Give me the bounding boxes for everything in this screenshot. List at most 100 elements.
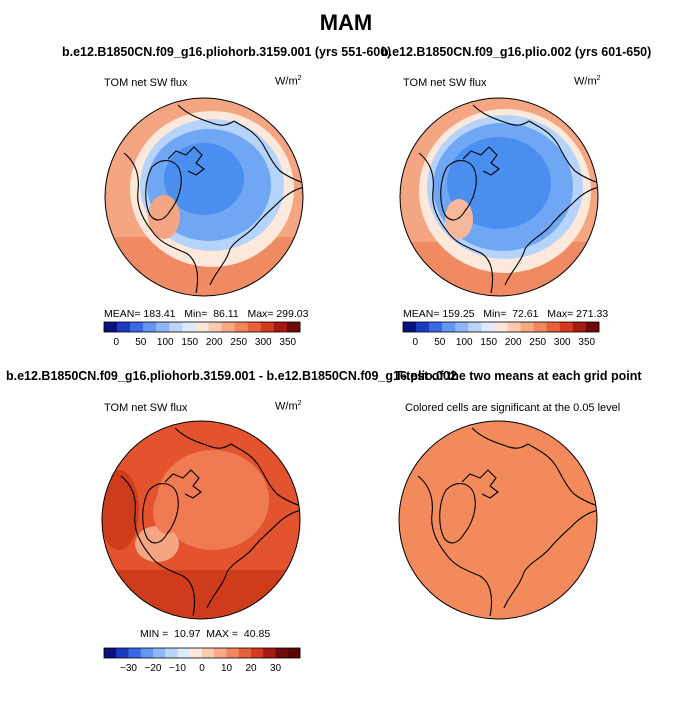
colorbar-frame [402, 321, 600, 333]
map1-coast-europe [209, 186, 303, 286]
panel2-map [399, 97, 599, 297]
map3-coast-asia [230, 443, 300, 507]
map1-warm-patch-east [148, 195, 180, 239]
colorbar-swatch [403, 322, 417, 332]
map1-ice-core [164, 143, 244, 215]
colorbar-frame [103, 321, 301, 333]
colorbar-swatch [234, 322, 249, 332]
colorbar-tick-label: −30 [120, 663, 137, 674]
colorbar-swatch [153, 648, 166, 658]
map4-coast-europe [503, 509, 597, 609]
colorbar-swatch [494, 322, 508, 332]
colorbar-swatch [263, 648, 276, 658]
colorbar-swatch [442, 322, 456, 332]
figure-title: MAM [319, 10, 373, 35]
colorbar-tick-label: −20 [145, 663, 162, 674]
map4-coast-alaska [471, 427, 529, 449]
colorbar-swatch [429, 322, 443, 332]
colorbar-swatch [140, 648, 154, 658]
colorbar-tick-label: −10 [169, 663, 186, 674]
colorbar-tick-label: 0 [113, 337, 119, 348]
map3-dark-south [102, 570, 300, 619]
map1-coast-archipelago [167, 146, 205, 176]
panel1-stats: MEAN= 183.41 Min= 86.11 Max= 299.03 [104, 308, 309, 320]
colorbar-swatch [275, 648, 289, 658]
map1-coast-greenland [145, 160, 182, 221]
colorbar-swatch [130, 322, 144, 332]
panel1-units: W/m2 [275, 75, 302, 88]
panel1-title: b.e12.B1850CN.f09_g16.pliohorb.3159.001 … [62, 45, 392, 59]
map2-coast-greenland [440, 160, 477, 221]
map2-coast-alaska [472, 104, 530, 126]
panel1-colorbar: 0 50 100 150 200 250 300 350 [103, 321, 301, 348]
colorbar-tick-label: 0 [199, 663, 205, 674]
panel2-units: W/m2 [574, 75, 601, 88]
map4-boundary [398, 420, 598, 620]
colorbar-swatch [260, 322, 275, 332]
colorbar-tick-label: 100 [456, 337, 473, 348]
colorbar-swatch [520, 322, 534, 332]
map3-dark-west [102, 470, 139, 550]
panel1-variable-label: TOM net SW flux [104, 77, 188, 89]
colorbar-tick-label: 0 [412, 337, 418, 348]
colorbar-swatch [533, 322, 548, 332]
colorbar-swatch [481, 322, 495, 332]
map3-coast-alaska [174, 427, 232, 449]
colorbar-swatch [221, 322, 235, 332]
map1-coast-canada [123, 152, 199, 294]
map2-ice-core [447, 137, 551, 229]
colorbar-swatch [559, 322, 574, 332]
map1-coast-alaska [177, 104, 235, 126]
panel2-variable-label: TOM net SW flux [403, 77, 487, 89]
panel2-colorbar: 0 50 100 150 200 250 300 350 [402, 321, 600, 348]
colorbar-swatch [104, 648, 117, 658]
panel1-map [104, 97, 304, 297]
colorbar-swatch [287, 648, 301, 658]
colorbar-tick-label: 250 [230, 337, 247, 348]
colorbar-swatch [247, 322, 262, 332]
colorbar-frame [103, 647, 301, 659]
map3-boundary [101, 420, 301, 620]
map1-boundary [104, 97, 304, 297]
map3-coast-canada [120, 475, 196, 617]
panel3-colorbar: −30 −20 −10 0 10 20 30 [103, 647, 301, 674]
panel3-title: b.e12.B1850CN.f09_g16.pliohorb.3159.001 … [6, 369, 457, 383]
colorbar-tick-label: 200 [505, 337, 522, 348]
map4-coast-archipelago [461, 469, 499, 499]
panel4-subtitle: Colored cells are significant at the 0.0… [405, 402, 621, 414]
panel2-title: b.e12.B1850CN.f09_g16.plio.002 (yrs 601-… [381, 45, 652, 59]
colorbar-swatch [507, 322, 521, 332]
panel2-stats: MEAN= 159.25 Min= 72.61 Max= 271.33 [403, 308, 609, 320]
colorbar-tick-label: 250 [529, 337, 546, 348]
colorbar-tick-label: 50 [434, 337, 446, 348]
colorbar-swatch [238, 648, 252, 658]
colorbar-swatch [177, 648, 191, 658]
map2-coast-archipelago [462, 146, 500, 176]
colorbar-swatch [251, 648, 264, 658]
map3-coast-europe [206, 509, 300, 609]
colorbar-swatch [156, 322, 170, 332]
map1-coast-asia [233, 120, 303, 184]
map2-coast-asia [528, 120, 598, 184]
colorbar-swatch [214, 648, 227, 658]
map3-coast-greenland [142, 483, 179, 544]
panel3-stats: MIN = 10.97 MAX = 40.85 [140, 628, 271, 640]
panel4-title: T-test of the two means at each grid poi… [395, 369, 642, 383]
colorbar-swatch [572, 322, 587, 332]
colorbar-swatch [546, 322, 561, 332]
colorbar-swatch [104, 322, 118, 332]
map3-light-greenland [153, 490, 181, 534]
colorbar-swatch [195, 322, 209, 332]
panel3-map [101, 420, 301, 620]
colorbar-swatch [585, 322, 600, 332]
map3-coast-archipelago [164, 469, 202, 499]
colorbar-tick-label: 150 [480, 337, 497, 348]
colorbar-swatch [202, 648, 215, 658]
colorbar-swatch [165, 648, 178, 658]
map2-boundary [399, 97, 599, 297]
panel3-variable-label: TOM net SW flux [104, 402, 188, 414]
colorbar-swatch [143, 322, 157, 332]
colorbar-swatch [128, 648, 142, 658]
colorbar-tick-label: 50 [135, 337, 147, 348]
colorbar-tick-label: 100 [157, 337, 174, 348]
